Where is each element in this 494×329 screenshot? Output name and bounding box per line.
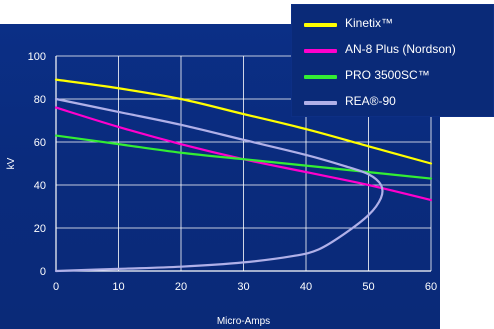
x-tick-label: 0 xyxy=(53,281,59,293)
y-tick-label: 100 xyxy=(28,51,46,63)
legend-label-rea90: REA®-90 xyxy=(345,94,396,108)
x-axis-title: Micro-Amps xyxy=(217,316,270,327)
legend-label-kinetix: Kinetix™ xyxy=(345,16,394,30)
legend-swatch-an8 xyxy=(304,49,337,53)
series-lines xyxy=(54,78,433,273)
legend-swatch-rea90 xyxy=(304,101,337,105)
y-tick-label: 20 xyxy=(34,223,46,235)
x-tick-label: 60 xyxy=(425,281,437,293)
legend-label-an8: AN-8 Plus (Nordson) xyxy=(345,42,456,56)
x-tick-label: 20 xyxy=(175,281,187,293)
tick-labels: 0 10 20 30 40 50 60 0 20 40 60 80 100 xyxy=(28,51,437,293)
series-line-0 xyxy=(54,78,433,165)
chart-legend: Kinetix™ AN-8 Plus (Nordson) PRO 3500SC™… xyxy=(291,4,494,117)
line-chart: 0 10 20 30 40 50 60 0 20 40 60 80 100 Micro-Amps kV xyxy=(6,51,437,327)
legend-swatch-pro3500 xyxy=(304,75,337,79)
series-line-3 xyxy=(54,97,384,273)
legend-swatch-kinetix xyxy=(304,23,337,27)
x-tick-label: 10 xyxy=(112,281,124,293)
y-tick-label: 0 xyxy=(40,266,46,278)
y-tick-label: 60 xyxy=(34,137,46,149)
legend-item-pro3500: PRO 3500SC™ xyxy=(292,64,492,90)
y-tick-label: 80 xyxy=(34,94,46,106)
legend-item-kinetix: Kinetix™ xyxy=(292,12,492,38)
y-axis-title: kV xyxy=(6,157,17,169)
x-tick-label: 30 xyxy=(237,281,249,293)
legend-item-rea90: REA®-90 xyxy=(292,90,492,116)
y-tick-label: 40 xyxy=(34,180,46,192)
legend-item-an8: AN-8 Plus (Nordson) xyxy=(292,38,492,64)
series-line-2 xyxy=(54,134,433,180)
x-tick-label: 50 xyxy=(362,281,374,293)
x-tick-label: 40 xyxy=(300,281,312,293)
legend-label-pro3500: PRO 3500SC™ xyxy=(345,68,430,82)
